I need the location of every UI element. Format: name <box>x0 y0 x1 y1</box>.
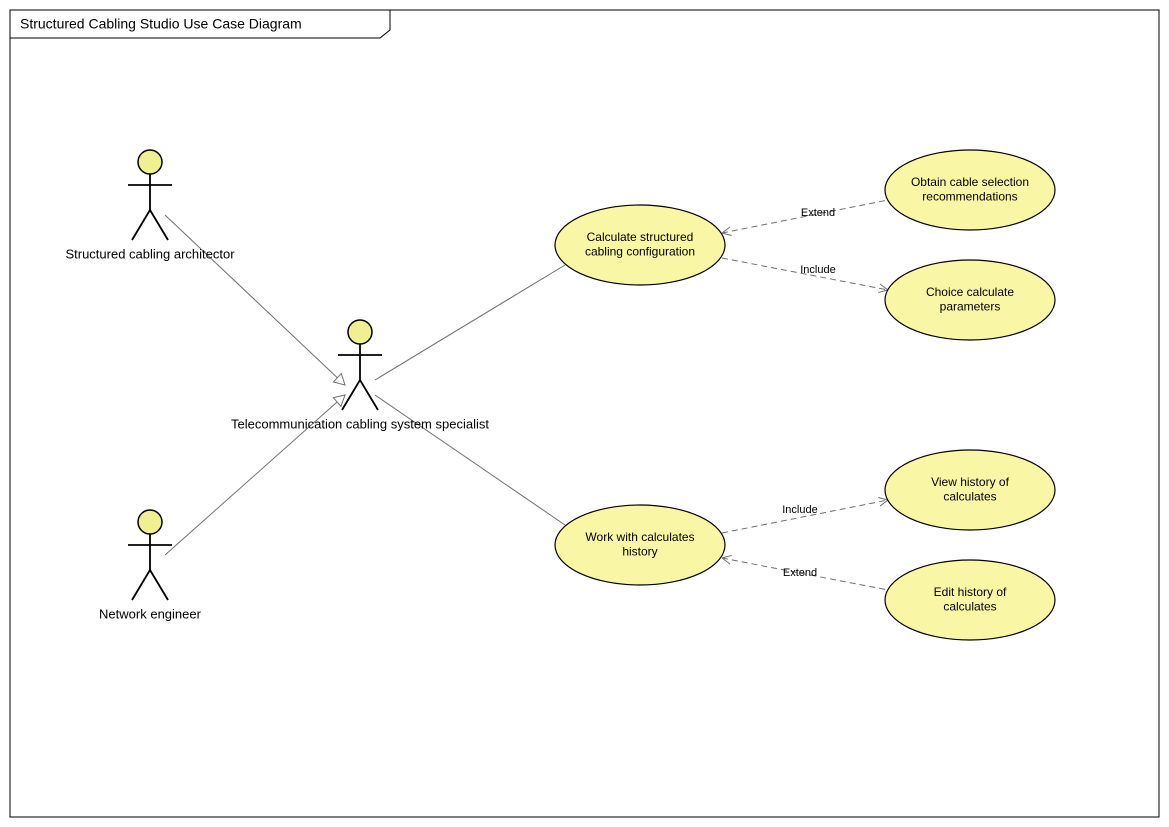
svg-text:parameters: parameters <box>940 299 1001 313</box>
svg-text:Include: Include <box>782 504 817 516</box>
dependency-edge: Include <box>722 258 888 293</box>
svg-text:Extend: Extend <box>801 207 835 219</box>
dependency-edge: Extend <box>722 200 888 236</box>
actor-engineer: Network engineer <box>99 510 202 621</box>
actor-head-icon <box>138 510 162 534</box>
use-case-diagram-canvas: Structured Cabling Studio Use Case Diagr… <box>0 0 1169 827</box>
svg-text:View history of: View history of <box>931 475 1009 489</box>
svg-text:Obtain cable selection: Obtain cable selection <box>911 175 1029 189</box>
svg-text:Telecommunication cabling syst: Telecommunication cabling system special… <box>231 416 489 431</box>
svg-text:cabling configuration: cabling configuration <box>585 244 695 258</box>
svg-text:Extend: Extend <box>783 567 817 579</box>
svg-text:calculates: calculates <box>943 489 996 503</box>
diagram-frame <box>10 10 1159 817</box>
svg-text:history: history <box>622 544 657 558</box>
usecase-view_history: View history ofcalculates <box>885 450 1055 530</box>
association-edge <box>375 265 565 380</box>
svg-text:Include: Include <box>800 264 835 276</box>
actor-head-icon <box>348 320 372 344</box>
usecase-edit_history: Edit history ofcalculates <box>885 560 1055 640</box>
usecase-calc_config: Calculate structuredcabling configuratio… <box>555 205 725 285</box>
svg-text:Network engineer: Network engineer <box>99 606 202 621</box>
dependency-edge: Include <box>722 497 888 533</box>
actor-architector: Structured cabling architector <box>65 150 235 261</box>
actor-head-icon <box>138 150 162 174</box>
usecase-choice_params: Choice calculateparameters <box>885 260 1055 340</box>
actor-specialist: Telecommunication cabling system special… <box>231 320 489 431</box>
usecase-obtain_recs: Obtain cable selectionrecommendations <box>885 150 1055 230</box>
dependency-edge: Extend <box>722 555 888 590</box>
svg-text:Choice calculate: Choice calculate <box>926 285 1014 299</box>
generalization-edge <box>165 215 345 385</box>
diagram-title: Structured Cabling Studio Use Case Diagr… <box>20 16 302 32</box>
svg-text:Calculate structured: Calculate structured <box>587 230 694 244</box>
association-edge <box>375 395 565 525</box>
svg-text:Work with calculates: Work with calculates <box>585 530 694 544</box>
usecase-work_history: Work with calculateshistory <box>555 505 725 585</box>
svg-text:calculates: calculates <box>943 599 996 613</box>
svg-text:Structured cabling architector: Structured cabling architector <box>65 246 235 261</box>
svg-text:recommendations: recommendations <box>922 189 1017 203</box>
svg-text:Edit history of: Edit history of <box>934 585 1007 599</box>
